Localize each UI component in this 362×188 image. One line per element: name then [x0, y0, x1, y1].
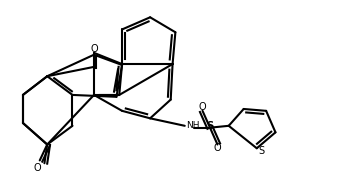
Text: O: O: [214, 143, 221, 153]
Text: O: O: [90, 44, 98, 54]
Text: O: O: [33, 163, 41, 173]
Text: O: O: [199, 102, 206, 112]
Text: S: S: [258, 146, 265, 156]
Text: S: S: [206, 121, 214, 131]
Text: NH: NH: [187, 121, 200, 130]
